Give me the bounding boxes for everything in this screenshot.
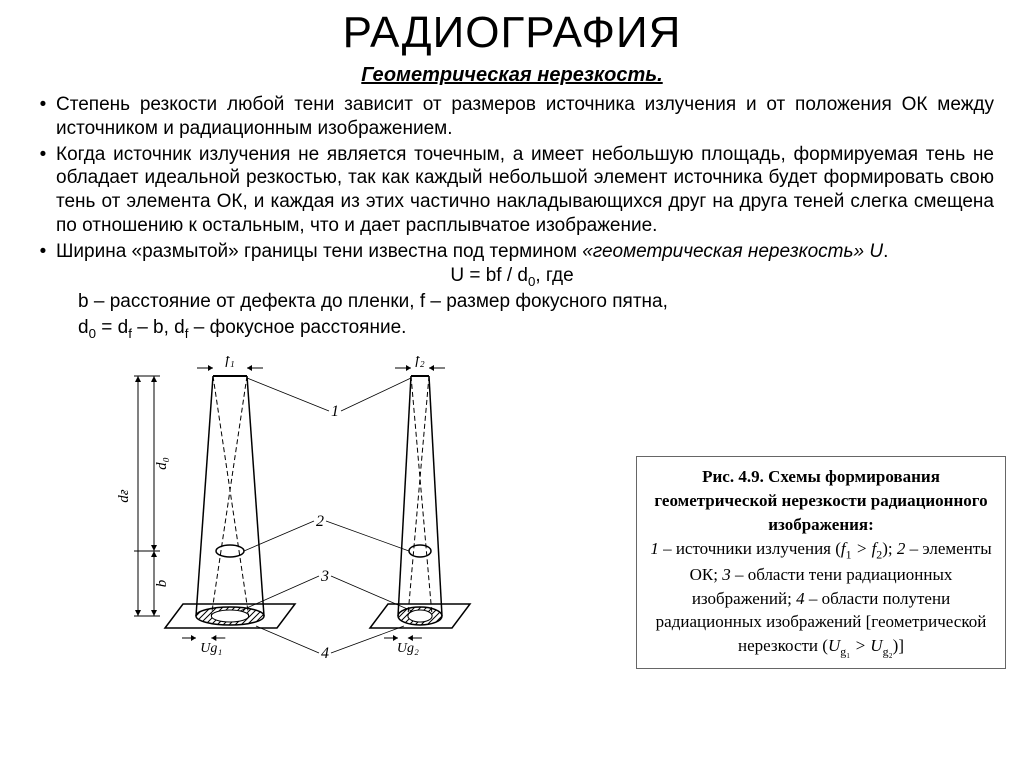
svg-text:3: 3 bbox=[320, 568, 329, 585]
svg-text:dғ: dғ bbox=[116, 490, 132, 504]
subtitle: Геометрическая нерезкость. bbox=[0, 64, 1024, 87]
figure-caption: Рис. 4.9. Схемы формирования геометричес… bbox=[636, 456, 1006, 669]
svg-text:1: 1 bbox=[331, 403, 339, 420]
bullet-text: Ширина «размытой» границы тени известна … bbox=[56, 240, 994, 264]
cap-j: 4 bbox=[796, 589, 805, 608]
d2a-sub: 0 bbox=[89, 325, 96, 340]
svg-text:d₀: d₀ bbox=[154, 458, 170, 471]
bullet3-prefix: Ширина «размытой» границы тени известна … bbox=[56, 241, 582, 262]
d2c: – b, d bbox=[132, 317, 185, 338]
formula: U = bf / d0, где bbox=[30, 265, 994, 289]
caption-head: Рис. 4.9. Схемы формирования геометричес… bbox=[647, 465, 995, 536]
definitions: b – расстояние от дефекта до пленки, f –… bbox=[30, 289, 994, 342]
bullet-dot: • bbox=[30, 143, 56, 238]
def-line-2: d0 = df – b, df – фокусное расстояние. bbox=[78, 315, 994, 343]
bullet-dot: • bbox=[30, 93, 56, 141]
bullet3-suffix: . bbox=[883, 241, 888, 262]
svg-text:b: b bbox=[154, 580, 170, 588]
cap-n: )] bbox=[893, 636, 904, 655]
bullet-dot: • bbox=[30, 240, 56, 264]
page-title: РАДИОГРАФИЯ bbox=[0, 8, 1024, 58]
lower-region: f₁ Ug₁ f₂ Ug₂ dғ d₀ b 1 2 3 4 Рис. 4.9. Схемы форм… bbox=[0, 356, 1024, 676]
svg-text:4: 4 bbox=[321, 645, 329, 662]
svg-text:f₂: f₂ bbox=[415, 356, 424, 368]
cap-d: > f bbox=[852, 539, 877, 558]
cap-b: – источники излучения ( bbox=[663, 539, 841, 558]
bullet-text: Степень резкости любой тени зависит от р… bbox=[56, 93, 994, 141]
svg-text:f₁: f₁ bbox=[225, 356, 234, 368]
bullet-text: Когда источник излучения не является точ… bbox=[56, 143, 994, 238]
d2a: d bbox=[78, 317, 89, 338]
cap-e: ); bbox=[882, 539, 897, 558]
bullet-2: • Когда источник излучения не является т… bbox=[30, 143, 994, 238]
bullet-1: • Степень резкости любой тени зависит от… bbox=[30, 93, 994, 141]
svg-text:Ug₁: Ug₁ bbox=[200, 641, 222, 656]
cap-l1: g₁ bbox=[840, 645, 850, 659]
bullet-3: • Ширина «размытой» границы тени известн… bbox=[30, 240, 994, 264]
d2b: = d bbox=[96, 317, 128, 338]
formula-main: U = bf / d bbox=[450, 265, 528, 286]
def-line-1: b – расстояние от дефекта до пленки, f –… bbox=[78, 289, 994, 315]
formula-tail: , где bbox=[535, 265, 573, 286]
bullet3-term: «геометрическая нерезкость» U bbox=[582, 241, 883, 262]
geometry-diagram: f₁ Ug₁ f₂ Ug₂ dғ d₀ b 1 2 3 4 bbox=[90, 356, 520, 666]
caption-body: 1 – источники излучения (f1 > f2); 2 – э… bbox=[647, 537, 995, 660]
cap-l: U bbox=[828, 636, 840, 655]
content-block: • Степень резкости любой тени зависит от… bbox=[0, 87, 1024, 342]
svg-text:2: 2 bbox=[316, 513, 324, 530]
cap-m2: g₂ bbox=[883, 645, 893, 659]
svg-text:Ug₂: Ug₂ bbox=[397, 641, 419, 656]
cap-1: 1 bbox=[650, 539, 663, 558]
d2d: – фокусное расстояние. bbox=[188, 317, 406, 338]
cap-h: 3 bbox=[722, 565, 731, 584]
cap-m: > U bbox=[850, 636, 882, 655]
